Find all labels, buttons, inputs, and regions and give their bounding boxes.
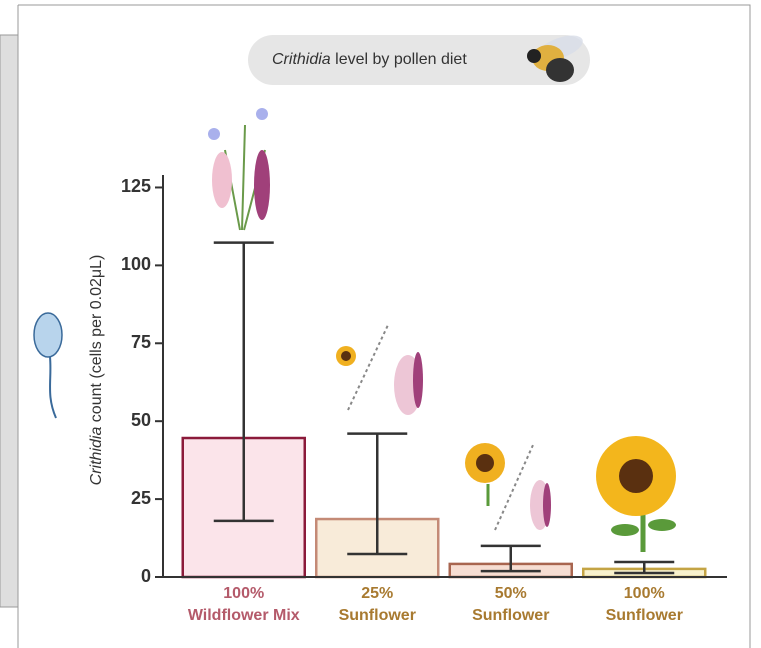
- y-tick-label: 0: [141, 566, 151, 586]
- error-bar: [347, 432, 408, 556]
- x-tick-label: Sunflower: [339, 607, 416, 624]
- y-tick-label: 125: [121, 176, 151, 196]
- x-tick-label: Wildflower Mix: [188, 607, 300, 624]
- x-tick-label: Sunflower: [606, 607, 683, 624]
- error-bar: [614, 560, 675, 575]
- y-label-italic: Crithidia: [88, 427, 105, 486]
- x-tick-label: 100%: [223, 585, 264, 602]
- y-tick-label: 50: [131, 410, 151, 430]
- side-panel: [0, 34, 19, 608]
- x-tick-label: Sunflower: [472, 607, 549, 624]
- frame: [17, 4, 751, 648]
- wildflowers: [208, 108, 270, 231]
- parasite: [33, 312, 63, 419]
- x-tick-label: 25%: [361, 585, 393, 602]
- y-tick-label: 100: [121, 254, 151, 274]
- error-bar: [213, 241, 274, 523]
- mix-icon-25: [336, 324, 423, 415]
- chart-title: Crithidia level by pollen diet: [272, 51, 467, 68]
- title-text: level by pollen diet: [331, 51, 468, 68]
- y-label-text: count (cells per 0.02μL): [88, 255, 105, 427]
- y-tick-label: 75: [131, 332, 151, 352]
- y-axis-label: Crithidia count (cells per 0.02μL): [88, 255, 105, 486]
- sunflower: [596, 436, 676, 552]
- bee: [527, 35, 583, 82]
- mix-icon-50: [465, 443, 551, 531]
- x-tick-label: 100%: [624, 585, 665, 602]
- title-italic: Crithidia: [272, 51, 331, 68]
- title-pill: [248, 35, 590, 85]
- y-tick-label: 25: [131, 488, 151, 508]
- error-bar: [480, 544, 541, 573]
- x-tick-label: 50%: [495, 585, 527, 602]
